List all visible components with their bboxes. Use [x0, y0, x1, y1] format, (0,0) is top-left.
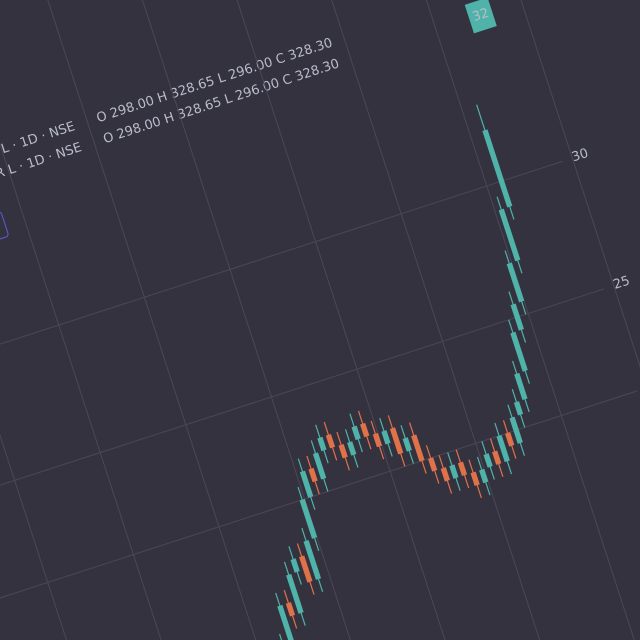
candle-body [509, 416, 523, 444]
candle-body [338, 443, 348, 459]
candle-body [479, 468, 489, 484]
candle-body [277, 604, 295, 640]
candle-body [325, 434, 336, 449]
candle-body [299, 498, 318, 539]
candle-body [496, 434, 510, 463]
candle-body [351, 425, 361, 441]
grid-line [0, 288, 605, 537]
grid-line-vertical [123, 0, 403, 640]
candle-body [457, 461, 468, 477]
candle-body [470, 471, 480, 487]
candle-body [360, 422, 370, 438]
grid-line-vertical [208, 0, 488, 640]
candle-body [286, 573, 304, 614]
candle-body [299, 555, 313, 583]
grid-line-vertical [0, 0, 232, 640]
last-price-tag [464, 0, 497, 34]
candle-body [299, 470, 314, 498]
candle-body [482, 129, 513, 208]
candle-body [411, 434, 425, 462]
y-tick-label: 25 [611, 273, 631, 292]
candle-body [381, 430, 391, 445]
candle-body [308, 467, 318, 483]
candle-body [290, 558, 300, 573]
candle-body [510, 331, 528, 372]
candle-body [505, 432, 515, 447]
y-tick-label: 30 [570, 146, 590, 165]
grid-line-vertical [0, 25, 146, 640]
grid-line-vertical [37, 0, 317, 640]
candle-body [285, 602, 296, 617]
candle-body [492, 450, 502, 465]
grid-line-vertical [294, 0, 574, 640]
candle-body [506, 262, 525, 303]
candle-body [303, 539, 322, 580]
candle-body [440, 467, 450, 482]
candle-body [498, 208, 521, 262]
candle-body [402, 437, 412, 452]
candle-body [514, 372, 528, 400]
last-price-label: 32 [471, 6, 491, 25]
candle-body [510, 303, 524, 331]
candle-body [312, 452, 327, 480]
grid-line-vertical [465, 0, 640, 640]
candle-body [483, 453, 493, 468]
candle-body [513, 401, 524, 416]
candle-body [347, 441, 357, 456]
grid-line [0, 160, 563, 409]
candle-body [372, 432, 383, 448]
candle-body [449, 464, 459, 479]
price-box [0, 211, 9, 258]
candle-body [389, 427, 404, 455]
candle-body [428, 457, 438, 472]
candle-body [317, 436, 327, 452]
grid-line [0, 390, 638, 639]
